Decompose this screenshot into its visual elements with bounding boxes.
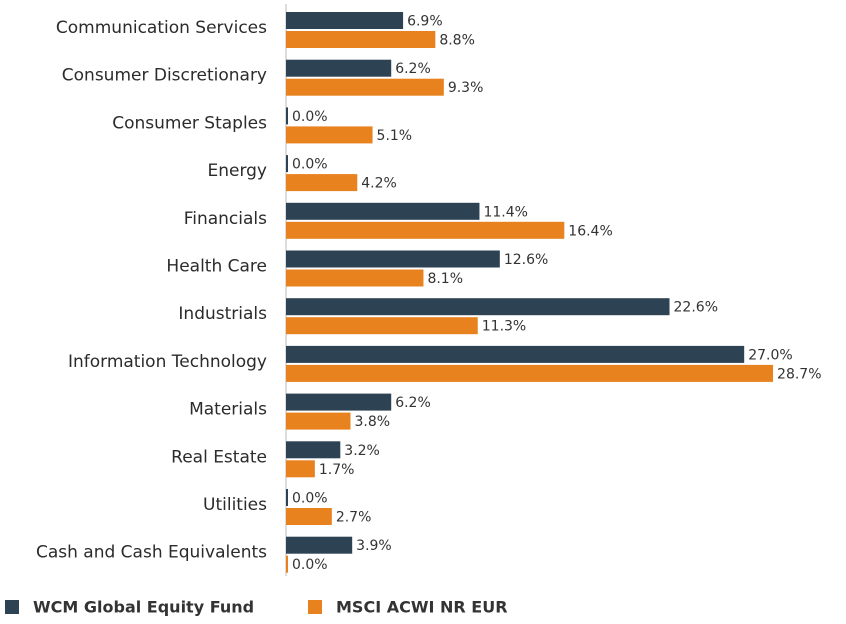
value-label: 28.7% xyxy=(777,366,821,382)
bar xyxy=(286,59,392,77)
category-label: Cash and Cash Equivalents xyxy=(36,543,267,563)
category-label: Information Technology xyxy=(68,352,267,372)
bar xyxy=(286,269,424,287)
bar xyxy=(286,107,288,125)
bar xyxy=(286,508,332,525)
value-label: 22.6% xyxy=(674,300,718,316)
value-label: 1.7% xyxy=(319,462,355,478)
bar xyxy=(286,555,288,573)
bar xyxy=(286,345,745,363)
value-label: 11.4% xyxy=(483,204,527,220)
bar xyxy=(286,221,565,239)
category-label: Materials xyxy=(189,400,267,420)
value-label: 5.1% xyxy=(377,128,413,144)
value-label: 2.7% xyxy=(336,510,372,526)
category-label: Communication Services xyxy=(56,18,267,38)
legend-swatch xyxy=(308,600,322,614)
bar xyxy=(286,31,436,48)
bar xyxy=(286,460,315,478)
value-label: 3.8% xyxy=(354,414,390,430)
category-label: Energy xyxy=(207,161,267,181)
bar xyxy=(286,126,373,144)
category-label: Financials xyxy=(184,209,267,229)
value-label: 3.9% xyxy=(356,538,392,554)
value-label: 4.2% xyxy=(361,176,397,192)
category-label: Industrials xyxy=(178,304,267,324)
bar xyxy=(286,412,351,430)
value-label: 3.2% xyxy=(344,443,380,459)
value-label: 6.9% xyxy=(407,14,443,30)
category-label: Consumer Discretionary xyxy=(62,66,267,86)
legend-label: WCM Global Equity Fund xyxy=(33,598,254,617)
value-label: 0.0% xyxy=(292,557,328,573)
legend-swatch xyxy=(5,600,19,614)
bar xyxy=(286,298,670,316)
bar xyxy=(286,441,341,459)
value-label: 16.4% xyxy=(568,223,612,239)
category-label: Consumer Staples xyxy=(112,113,267,133)
value-label: 0.0% xyxy=(292,109,328,125)
legend-label: MSCI ACWI NR EUR xyxy=(336,598,508,617)
value-label: 8.1% xyxy=(427,271,463,287)
value-label: 6.2% xyxy=(395,61,431,77)
value-label: 0.0% xyxy=(292,491,328,507)
bar xyxy=(286,155,288,173)
bar xyxy=(286,364,774,382)
bar xyxy=(286,393,392,411)
bar xyxy=(286,317,478,335)
bar xyxy=(286,250,500,268)
bar xyxy=(286,174,358,192)
category-label: Health Care xyxy=(166,257,267,277)
value-label: 6.2% xyxy=(395,395,431,411)
bar xyxy=(286,202,480,220)
category-label: Utilities xyxy=(203,495,267,515)
value-label: 0.0% xyxy=(292,157,328,173)
value-label: 11.3% xyxy=(482,319,526,335)
bar xyxy=(286,536,353,554)
bar xyxy=(286,489,288,506)
category-label: Real Estate xyxy=(171,447,267,467)
value-label: 9.3% xyxy=(448,80,484,96)
bar xyxy=(286,12,404,29)
value-label: 27.0% xyxy=(748,347,792,363)
value-label: 12.6% xyxy=(504,252,548,268)
value-label: 8.8% xyxy=(439,33,475,49)
bar xyxy=(286,78,444,96)
